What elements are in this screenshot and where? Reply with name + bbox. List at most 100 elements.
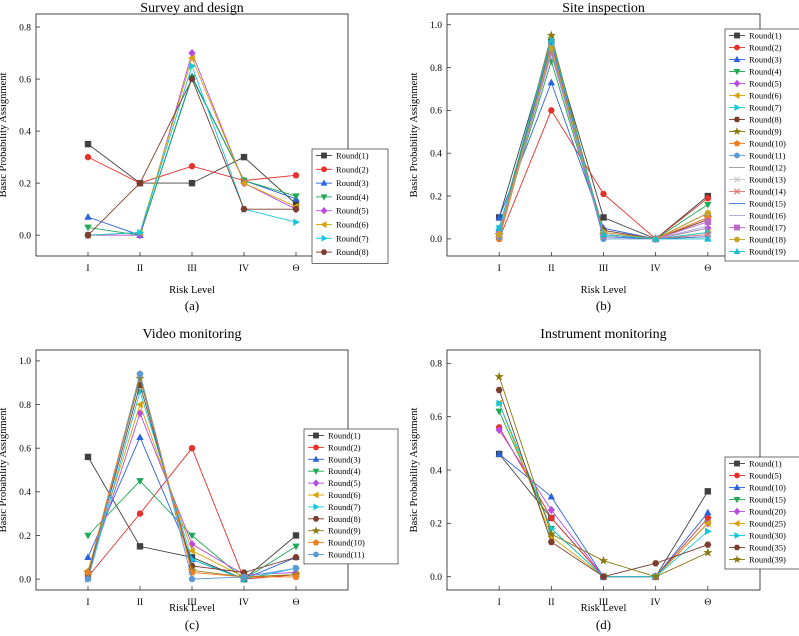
y-tick-label: 0.4 [19, 488, 31, 498]
y-tick-label: 0.2 [430, 520, 442, 530]
series-Round(1) [495, 38, 712, 243]
x-tick-label: IV [651, 598, 661, 608]
x-tick-label: Θ [293, 264, 300, 274]
data-point [84, 553, 92, 561]
data-point [188, 575, 196, 583]
legend-marker [733, 92, 740, 99]
legend-marker [733, 79, 741, 88]
legend-marker [732, 555, 742, 564]
panel-label: (d) [596, 617, 611, 632]
legend-label: Round(6) [749, 91, 782, 101]
data-point [292, 532, 300, 539]
legend-marker [321, 152, 327, 159]
data-point [84, 153, 92, 161]
legend-label: Round(7) [336, 233, 369, 243]
data-point [240, 153, 248, 161]
legend-marker [734, 236, 740, 243]
legend-marker [312, 491, 319, 499]
legend-label: Round(8) [328, 514, 361, 524]
data-point [495, 386, 503, 394]
data-point [292, 564, 300, 572]
legend-marker [733, 55, 741, 63]
data-point [546, 529, 556, 538]
series-Round(3) [84, 72, 300, 238]
legend-marker [733, 483, 741, 491]
x-axis-label: Risk Level [169, 285, 215, 296]
data-point [704, 201, 712, 209]
x-tick-label: I [86, 264, 89, 274]
series-Round(18) [495, 45, 712, 243]
legend-marker [320, 221, 327, 228]
x-tick-label: II [137, 598, 143, 608]
data-point [84, 532, 92, 540]
y-tick-label: 0.8 [430, 64, 442, 74]
legend-label: Round(3) [749, 55, 782, 65]
legend-label: Round(10) [328, 538, 365, 548]
y-axis-label: Basic Probability Assignment [0, 408, 9, 533]
legend-label: Round(1) [749, 31, 782, 41]
y-tick-label: 0.4 [430, 466, 442, 476]
legend-label: Round(2) [749, 43, 782, 53]
series-Round(8) [495, 47, 712, 242]
series-line [498, 53, 708, 240]
legend-marker [733, 188, 741, 195]
data-point [292, 573, 300, 580]
legend-label: Round(18) [749, 235, 786, 245]
panel-label: (c) [185, 617, 199, 632]
series-line [498, 48, 708, 240]
x-axis-label: Risk Level [581, 285, 627, 296]
legend-label: Round(10) [749, 483, 786, 493]
legend-marker [733, 496, 741, 504]
series-line [498, 44, 708, 240]
legend-marker [734, 152, 740, 159]
legend-label: Round(5) [328, 478, 361, 488]
data-point [547, 538, 555, 546]
data-point [84, 453, 92, 461]
legend-label: Round(17) [749, 223, 786, 233]
legend: Round(1) Round(5) Round(10) Round(15) Round(… [724, 456, 799, 570]
data-point [651, 234, 660, 242]
data-point [136, 478, 144, 485]
legend-marker [321, 166, 327, 173]
data-point [652, 560, 660, 567]
data-point [84, 224, 92, 232]
data-point [704, 488, 712, 495]
legend-label: Round(30) [749, 531, 786, 541]
legend-marker [734, 44, 740, 51]
legend-label: Round(9) [328, 526, 361, 536]
series-line [87, 64, 297, 236]
y-tick-label: 0.8 [19, 23, 31, 33]
series-line [498, 376, 708, 578]
legend-marker [312, 539, 320, 546]
data-point [292, 543, 300, 551]
legend: Round(1) Round(2) Round(3) Round(4) Round(5)… [311, 148, 389, 264]
data-point [292, 206, 300, 213]
data-point [704, 508, 712, 516]
legend-label: Round(5) [749, 471, 782, 481]
y-tick-label: 0.6 [19, 75, 31, 85]
legend-marker [311, 526, 321, 535]
data-point [188, 547, 195, 555]
data-point [240, 573, 248, 581]
legend-marker [733, 176, 741, 183]
panel-label: (a) [185, 298, 199, 313]
series-Round(7) [85, 387, 300, 583]
legend-marker [320, 206, 328, 215]
legend-label: Round(11) [328, 550, 365, 560]
series-Round(17) [495, 47, 712, 243]
data-point [136, 433, 144, 441]
y-tick-label: 1.0 [430, 21, 442, 31]
data-point [188, 54, 195, 62]
data-point [293, 218, 300, 226]
series-Round(15) [495, 408, 712, 581]
legend-label: Round(14) [749, 187, 786, 197]
series-Round(7) [85, 62, 300, 239]
series-line [498, 48, 708, 240]
data-point [494, 371, 504, 381]
legend-label: Round(19) [749, 247, 786, 257]
legend-label: Round(10) [749, 139, 786, 149]
y-axis-label: Basic Probability Assignment [0, 73, 9, 198]
